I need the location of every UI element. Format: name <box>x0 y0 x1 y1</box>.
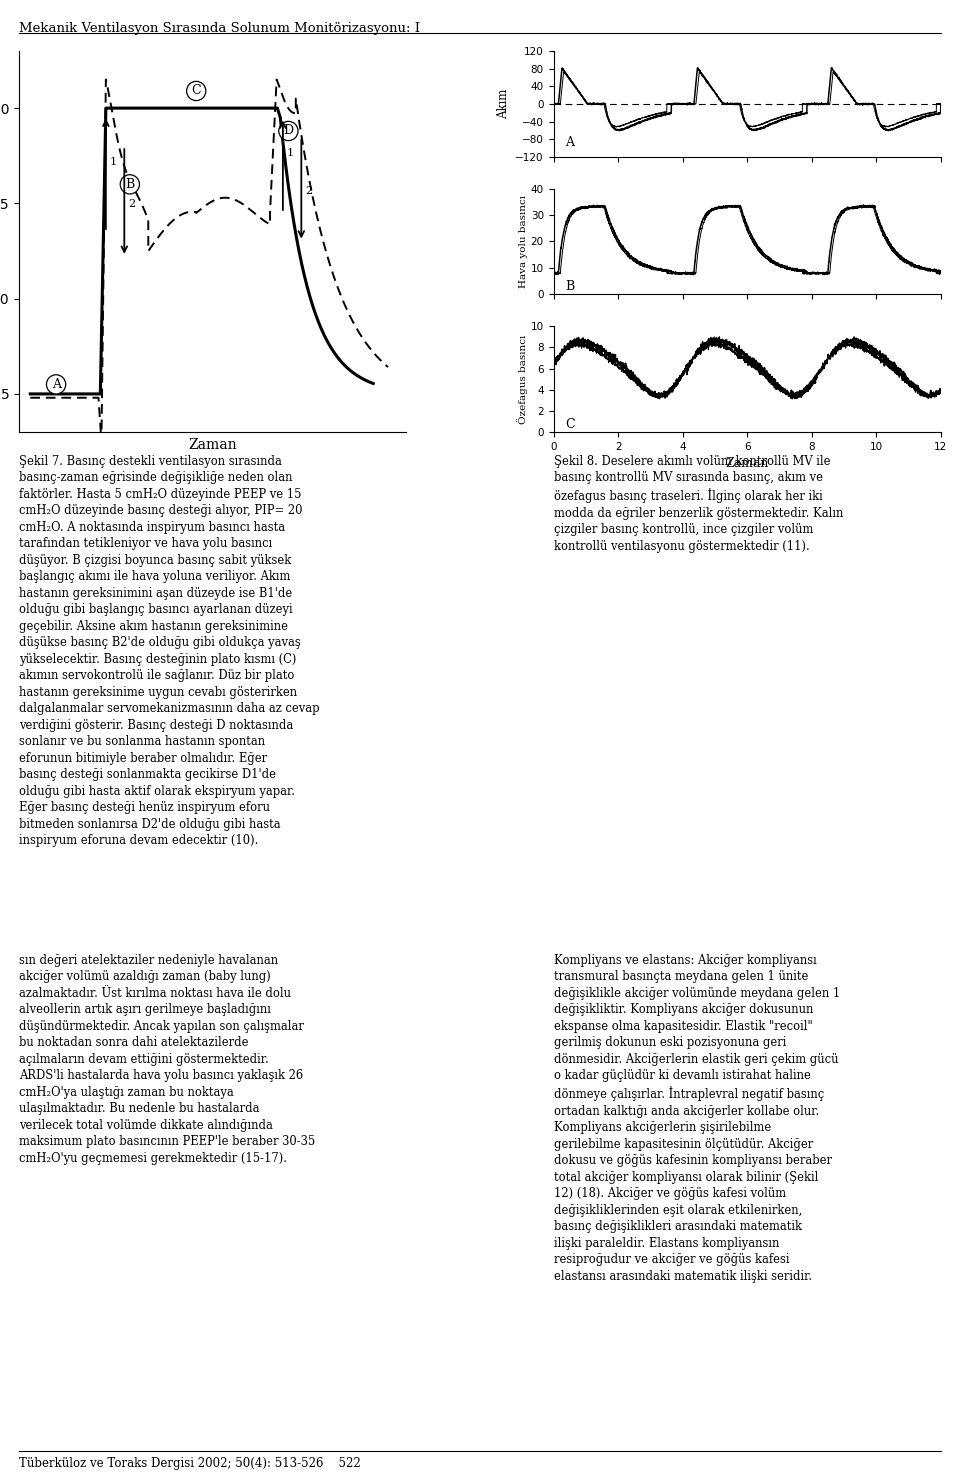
X-axis label: Zaman: Zaman <box>188 438 237 451</box>
Text: Kompliyans ve elastans: Akciğer kompliyansı
transmural basınçta meydana gelen 1 : Kompliyans ve elastans: Akciğer kompliya… <box>554 954 840 1284</box>
Text: Şekil 7. Basınç destekli ventilasyon sırasında
basınç-zaman eğrisinde değişikliğ: Şekil 7. Basınç destekli ventilasyon sır… <box>19 454 320 847</box>
Y-axis label: Özefagus basıncı: Özefagus basıncı <box>517 334 528 424</box>
Text: A: A <box>564 137 574 148</box>
Text: 2: 2 <box>305 186 312 196</box>
Text: B: B <box>564 280 574 294</box>
Text: Tüberküloz ve Toraks Dergisi 2002; 50(4): 513-526    522: Tüberküloz ve Toraks Dergisi 2002; 50(4)… <box>19 1457 361 1471</box>
Text: B: B <box>125 178 134 191</box>
Text: 1: 1 <box>287 148 294 157</box>
Y-axis label: Akım: Akım <box>496 89 510 119</box>
Text: Mekanik Ventilasyon Sırasında Solunum Monitörizasyonu: I: Mekanik Ventilasyon Sırasında Solunum Mo… <box>19 22 420 36</box>
Text: C: C <box>191 85 201 98</box>
Text: A: A <box>52 378 60 390</box>
Text: sın değeri atelektaziler nedeniyle havalanan
akciğer volümü azaldığı zaman (baby: sın değeri atelektaziler nedeniyle haval… <box>19 954 316 1165</box>
Text: D: D <box>283 125 294 138</box>
X-axis label: Zaman: Zaman <box>726 457 769 470</box>
Text: 2: 2 <box>128 199 135 209</box>
Text: C: C <box>564 418 574 432</box>
Text: 1: 1 <box>109 157 117 168</box>
Text: Şekil 8. Deselere akımlı volüm kontrollü MV ile
basınç kontrollü MV sırasında ba: Şekil 8. Deselere akımlı volüm kontrollü… <box>554 454 843 554</box>
Y-axis label: Hava yolu basıncı: Hava yolu basıncı <box>519 194 528 288</box>
